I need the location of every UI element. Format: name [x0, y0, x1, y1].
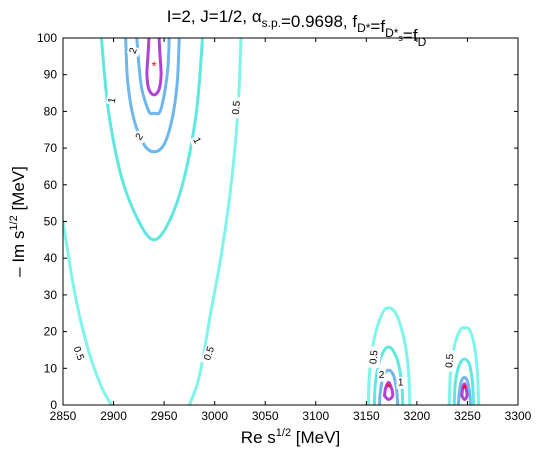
contour-line-level-2-4: [135, 38, 171, 116]
contour-label-0: 2: [128, 46, 140, 55]
y-tick-label-9: 90: [44, 68, 58, 82]
y-tick-label-5: 50: [44, 215, 58, 229]
x-tick-label-8: 3250: [454, 409, 481, 423]
contour-line-level-1-7: [372, 345, 405, 405]
x-axis-ticks: 2850 2900 2950 3000 3050 3100 3150 3200 3250 3300: [50, 38, 532, 423]
pole-marker-0: *: [151, 59, 156, 74]
y-tick-label-2: 20: [44, 325, 58, 339]
x-tick-label-0: 2850: [50, 409, 77, 423]
contour-label-4: 0.5: [231, 100, 243, 115]
contour-line-level-2-3: [124, 38, 181, 154]
contour-label-5: 0.5: [71, 345, 86, 362]
contour-line-level-2-8: [378, 368, 400, 405]
x-axis-label: Re s1/2 [MeV]: [241, 427, 340, 447]
y-tick-label-6: 60: [44, 178, 58, 192]
contour-label-bg-10: [443, 349, 458, 373]
y-tick-label-8: 80: [44, 104, 58, 118]
y-tick-label-3: 30: [44, 288, 58, 302]
contour-label-2: 2: [134, 131, 146, 142]
contour-label-bg-3: [189, 134, 204, 148]
contour-label-bg-6: [200, 341, 219, 366]
x-tick-label-3: 3000: [201, 409, 228, 423]
contour-label-bg-4: [230, 96, 244, 119]
x-tick-label-5: 3100: [302, 409, 329, 423]
contour-label-bg-1: [105, 95, 120, 106]
y-tick-label-10: 100: [37, 31, 57, 45]
contour-lines: [63, 38, 481, 405]
contour-line-level-1-2: [99, 38, 204, 242]
contour-label-1: 1: [107, 96, 119, 104]
y-tick-label-1: 10: [44, 361, 58, 375]
y-axis-ticks: 0 10 20 30 40 50 60 70 80 90 100: [37, 31, 518, 412]
contour-line-level-0_5-0: [63, 220, 113, 405]
y-axis-label: – Im s1/2 [MeV]: [8, 166, 28, 277]
contour-line-level-5-5: [145, 38, 163, 97]
contour-label-bg-7: [367, 346, 382, 369]
pole-markers: * * *: [151, 59, 466, 397]
contour-label-9: 2: [379, 370, 385, 381]
contour-labels: 2 1 2 1 0.5 0.5 0.5 0.5 1 2 0.5: [68, 44, 458, 389]
x-tick-label-1: 2900: [100, 409, 127, 423]
contour-label-7: 0.5: [368, 349, 380, 364]
contour-line-level-1-11: [452, 357, 475, 405]
contour-line-level-2-12: [456, 376, 472, 405]
y-tick-label-0: 0: [50, 398, 57, 412]
y-tick-label-4: 40: [44, 251, 58, 265]
contour-label-bg-2: [132, 130, 148, 144]
plot-frame: [62, 37, 519, 406]
contour-label-10: 0.5: [444, 353, 456, 368]
x-tick-label-9: 3300: [505, 409, 532, 423]
contour-label-8: 1: [398, 377, 404, 388]
x-tick-label-6: 3150: [353, 409, 380, 423]
contour-label-bg-0: [126, 44, 141, 57]
contour-label-3: 1: [190, 136, 203, 146]
pole-marker-2: *: [462, 381, 467, 396]
chart-title: I=2, J=1/2, αs.p.=0.9698, fD*=fD*s=fD: [167, 7, 427, 49]
y-tick-label-7: 70: [44, 141, 58, 155]
contour-label-6: 0.5: [202, 345, 217, 362]
contour-line-level-5-9: [383, 380, 395, 401]
x-tick-label-2: 2950: [151, 409, 178, 423]
contour-label-bg-9: [377, 369, 386, 382]
contour-label-bg-5: [68, 341, 88, 366]
x-tick-label-4: 3050: [252, 409, 279, 423]
x-tick-label-7: 3200: [404, 409, 431, 423]
contour-label-bg-8: [396, 376, 405, 389]
contour-line-level-5-13: [460, 382, 469, 401]
pole-marker-1: *: [386, 380, 391, 395]
